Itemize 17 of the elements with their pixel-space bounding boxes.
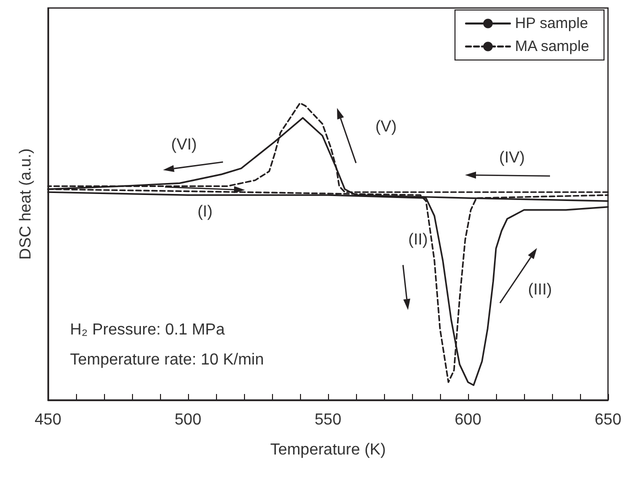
annotation: (III) xyxy=(528,282,552,298)
annotation: (VI) xyxy=(171,136,197,154)
annotation: Temperature rate: 10 K/min xyxy=(70,352,264,368)
x-tick-label: 450 xyxy=(34,412,62,428)
x-tick-label: 650 xyxy=(594,412,622,428)
x-axis-title: Temperature (K) xyxy=(270,442,386,458)
annotation: (IV) xyxy=(499,150,525,166)
y-axis-title: DSC heat (a.u.) xyxy=(18,148,34,260)
x-tick-label: 600 xyxy=(454,412,482,428)
x-tick-label: 500 xyxy=(174,412,202,428)
annotation: (V) xyxy=(375,118,397,136)
x-tick-label: 550 xyxy=(314,412,342,428)
legend-label: MA sample xyxy=(514,38,590,55)
annotation: (I) xyxy=(197,204,213,220)
annotation: (II) xyxy=(408,232,428,248)
legend-label: HP sample xyxy=(514,15,588,32)
annotation: H₂ Pressure: 0.1 MPa xyxy=(70,322,225,338)
